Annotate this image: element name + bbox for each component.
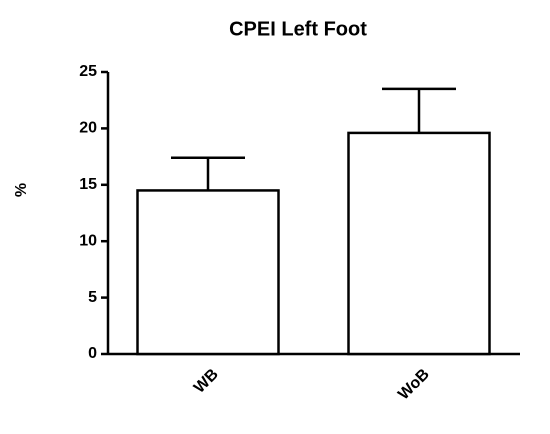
bar [347, 131, 491, 356]
y-tick-label: 20 [79, 120, 97, 137]
bar [136, 189, 280, 356]
chart-title: CPEI Left Foot [229, 18, 367, 40]
y-tick-label: 25 [79, 63, 97, 80]
y-tick-label: 15 [79, 176, 97, 193]
y-tick-label: 10 [79, 232, 97, 249]
y-tick-label: 0 [88, 345, 97, 362]
y-tick-label: 5 [88, 289, 97, 306]
y-axis-label: % [13, 183, 30, 197]
x-tick-label: WoB [395, 366, 433, 404]
x-tick-label: WB [191, 366, 222, 397]
